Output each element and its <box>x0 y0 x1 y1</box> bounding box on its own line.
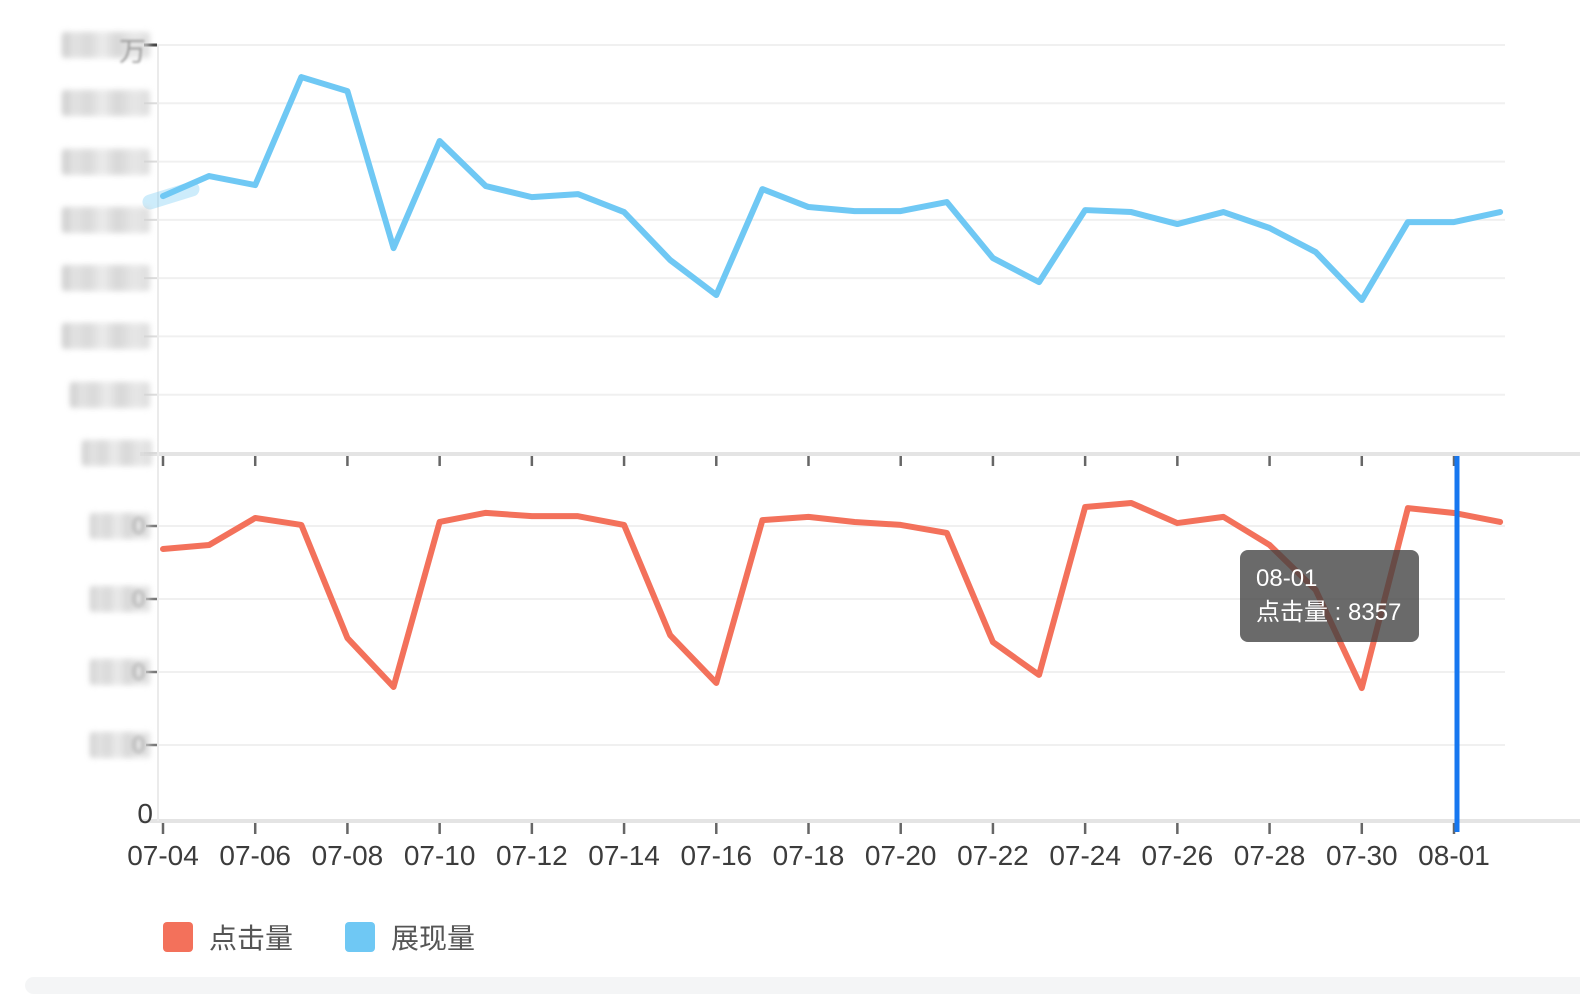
legend-label-clicks: 点击量 <box>209 923 294 954</box>
x-axis-label: 07-20 <box>864 840 937 871</box>
y-axis-label-redacted <box>90 659 150 685</box>
y-axis-label-redacted <box>70 381 150 408</box>
legend: 点击量 展现量 <box>163 917 475 957</box>
x-axis-label: 07-22 <box>957 840 1029 871</box>
y-axis-unit-wan: 万 <box>119 37 146 67</box>
tooltip: 08-01 点击量 : 8357 <box>1240 550 1420 642</box>
x-axis-label: 07-26 <box>1141 840 1214 871</box>
y-axis-label-redacted <box>62 265 150 292</box>
y-axis-label-redacted <box>82 440 152 466</box>
impressions-swatch-icon <box>345 922 376 952</box>
x-axis-label: 08-01 <box>1418 840 1490 871</box>
tooltip-value: 点击量 : 8357 <box>1256 599 1402 626</box>
y-axis-label-redacted <box>62 32 150 58</box>
y-axis-label-digit-ghost: 0 <box>132 586 146 613</box>
tooltip-date: 08-01 <box>1256 565 1318 592</box>
y-axis-label-redacted <box>90 586 150 612</box>
x-axis-label: 07-06 <box>219 840 292 871</box>
y-axis-label-digit-ghost: 0 <box>132 513 146 540</box>
x-axis-label: 07-12 <box>496 840 568 871</box>
legend-item-clicks[interactable]: 点击量 <box>163 917 293 957</box>
y-axis-zero-label: 0 <box>137 798 153 829</box>
y-axis-label-redacted <box>90 513 150 539</box>
x-axis-label: 07-08 <box>311 840 384 871</box>
x-axis-label: 07-30 <box>1325 840 1398 871</box>
y-axis-label-digit-ghost: 0 <box>132 732 146 759</box>
legend-item-impressions[interactable]: 展现量 <box>345 917 475 957</box>
x-axis-label: 07-10 <box>403 840 476 871</box>
y-axis-label-redacted <box>62 206 150 233</box>
y-axis-label-redacted <box>62 148 150 175</box>
x-axis-label: 07-04 <box>127 840 199 871</box>
y-axis-label-redacted <box>62 323 150 350</box>
x-axis-label: 07-18 <box>772 840 845 871</box>
x-axis-label: 07-14 <box>588 840 660 871</box>
x-axis-label: 07-28 <box>1233 840 1306 871</box>
y-axis-label-redacted <box>90 732 150 758</box>
clicks-swatch-icon <box>163 922 193 952</box>
impressions-line[interactable] <box>160 74 1504 304</box>
horizontal-scrollbar[interactable] <box>25 977 1580 994</box>
y-axis-label-digit-ghost: 0 <box>132 659 146 686</box>
legend-label-impressions: 展现量 <box>391 923 476 954</box>
y-axis-label-redacted <box>62 90 150 117</box>
x-axis-label: 07-16 <box>680 840 753 871</box>
x-axis-label: 07-24 <box>1049 840 1121 871</box>
